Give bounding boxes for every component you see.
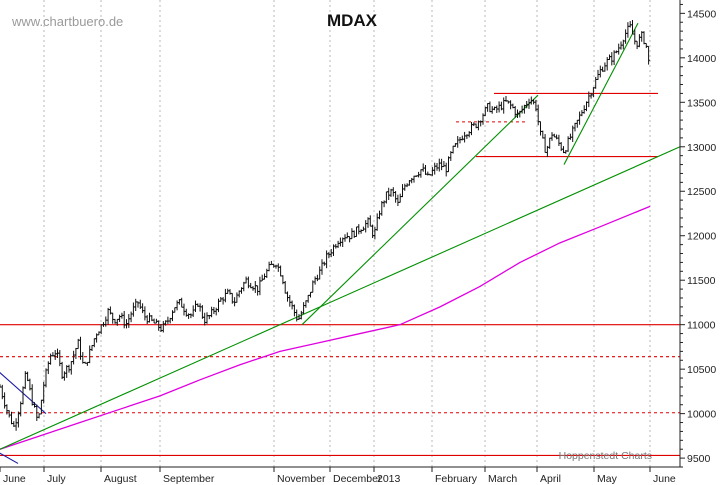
moving-average-line bbox=[0, 205, 651, 450]
moving-average bbox=[0, 205, 651, 450]
x-tick-label: July bbox=[47, 473, 66, 485]
y-tick-label: 13000 bbox=[687, 142, 716, 154]
axes bbox=[0, 0, 685, 472]
chart-title: MDAX bbox=[327, 11, 378, 30]
trendline bbox=[0, 452, 19, 464]
x-tick-label: September bbox=[163, 473, 215, 485]
x-tick-label: May bbox=[597, 473, 618, 485]
horizontal-lines bbox=[0, 92, 680, 456]
y-tick-label: 11000 bbox=[687, 320, 716, 332]
y-tick-label: 13500 bbox=[687, 97, 716, 109]
tick-labels: June July August September November December2… bbox=[3, 8, 716, 485]
trendline bbox=[301, 94, 539, 326]
x-tick-label: 2013 bbox=[377, 473, 401, 485]
x-tick-label: December bbox=[333, 473, 382, 485]
y-tick-label: 14000 bbox=[687, 53, 716, 65]
y-tick-label: 12000 bbox=[687, 231, 716, 243]
y-tick-label: 11500 bbox=[687, 275, 716, 287]
x-tick-label: June bbox=[653, 473, 676, 485]
trendline bbox=[0, 146, 681, 450]
credit-text: Hoppenstedt Charts bbox=[559, 450, 652, 462]
y-tick-label: 10000 bbox=[687, 409, 716, 421]
trendlines bbox=[0, 22, 681, 464]
x-tick-label: February bbox=[435, 473, 478, 485]
x-tick-label: June bbox=[3, 473, 26, 485]
watermark-text: www.chartbuero.de bbox=[11, 14, 123, 29]
y-tick-label: 14500 bbox=[687, 8, 716, 20]
y-tick-label: 12500 bbox=[687, 186, 716, 198]
trendline bbox=[563, 22, 639, 165]
y-tick-label: 10500 bbox=[687, 364, 716, 376]
x-tick-label: April bbox=[540, 473, 561, 485]
trendline bbox=[0, 371, 47, 415]
x-tick-label: November bbox=[277, 473, 326, 485]
x-tick-label: March bbox=[488, 473, 517, 485]
y-tick-label: 9500 bbox=[687, 453, 711, 465]
x-tick-label: August bbox=[104, 473, 137, 485]
price-series bbox=[0, 19, 651, 431]
